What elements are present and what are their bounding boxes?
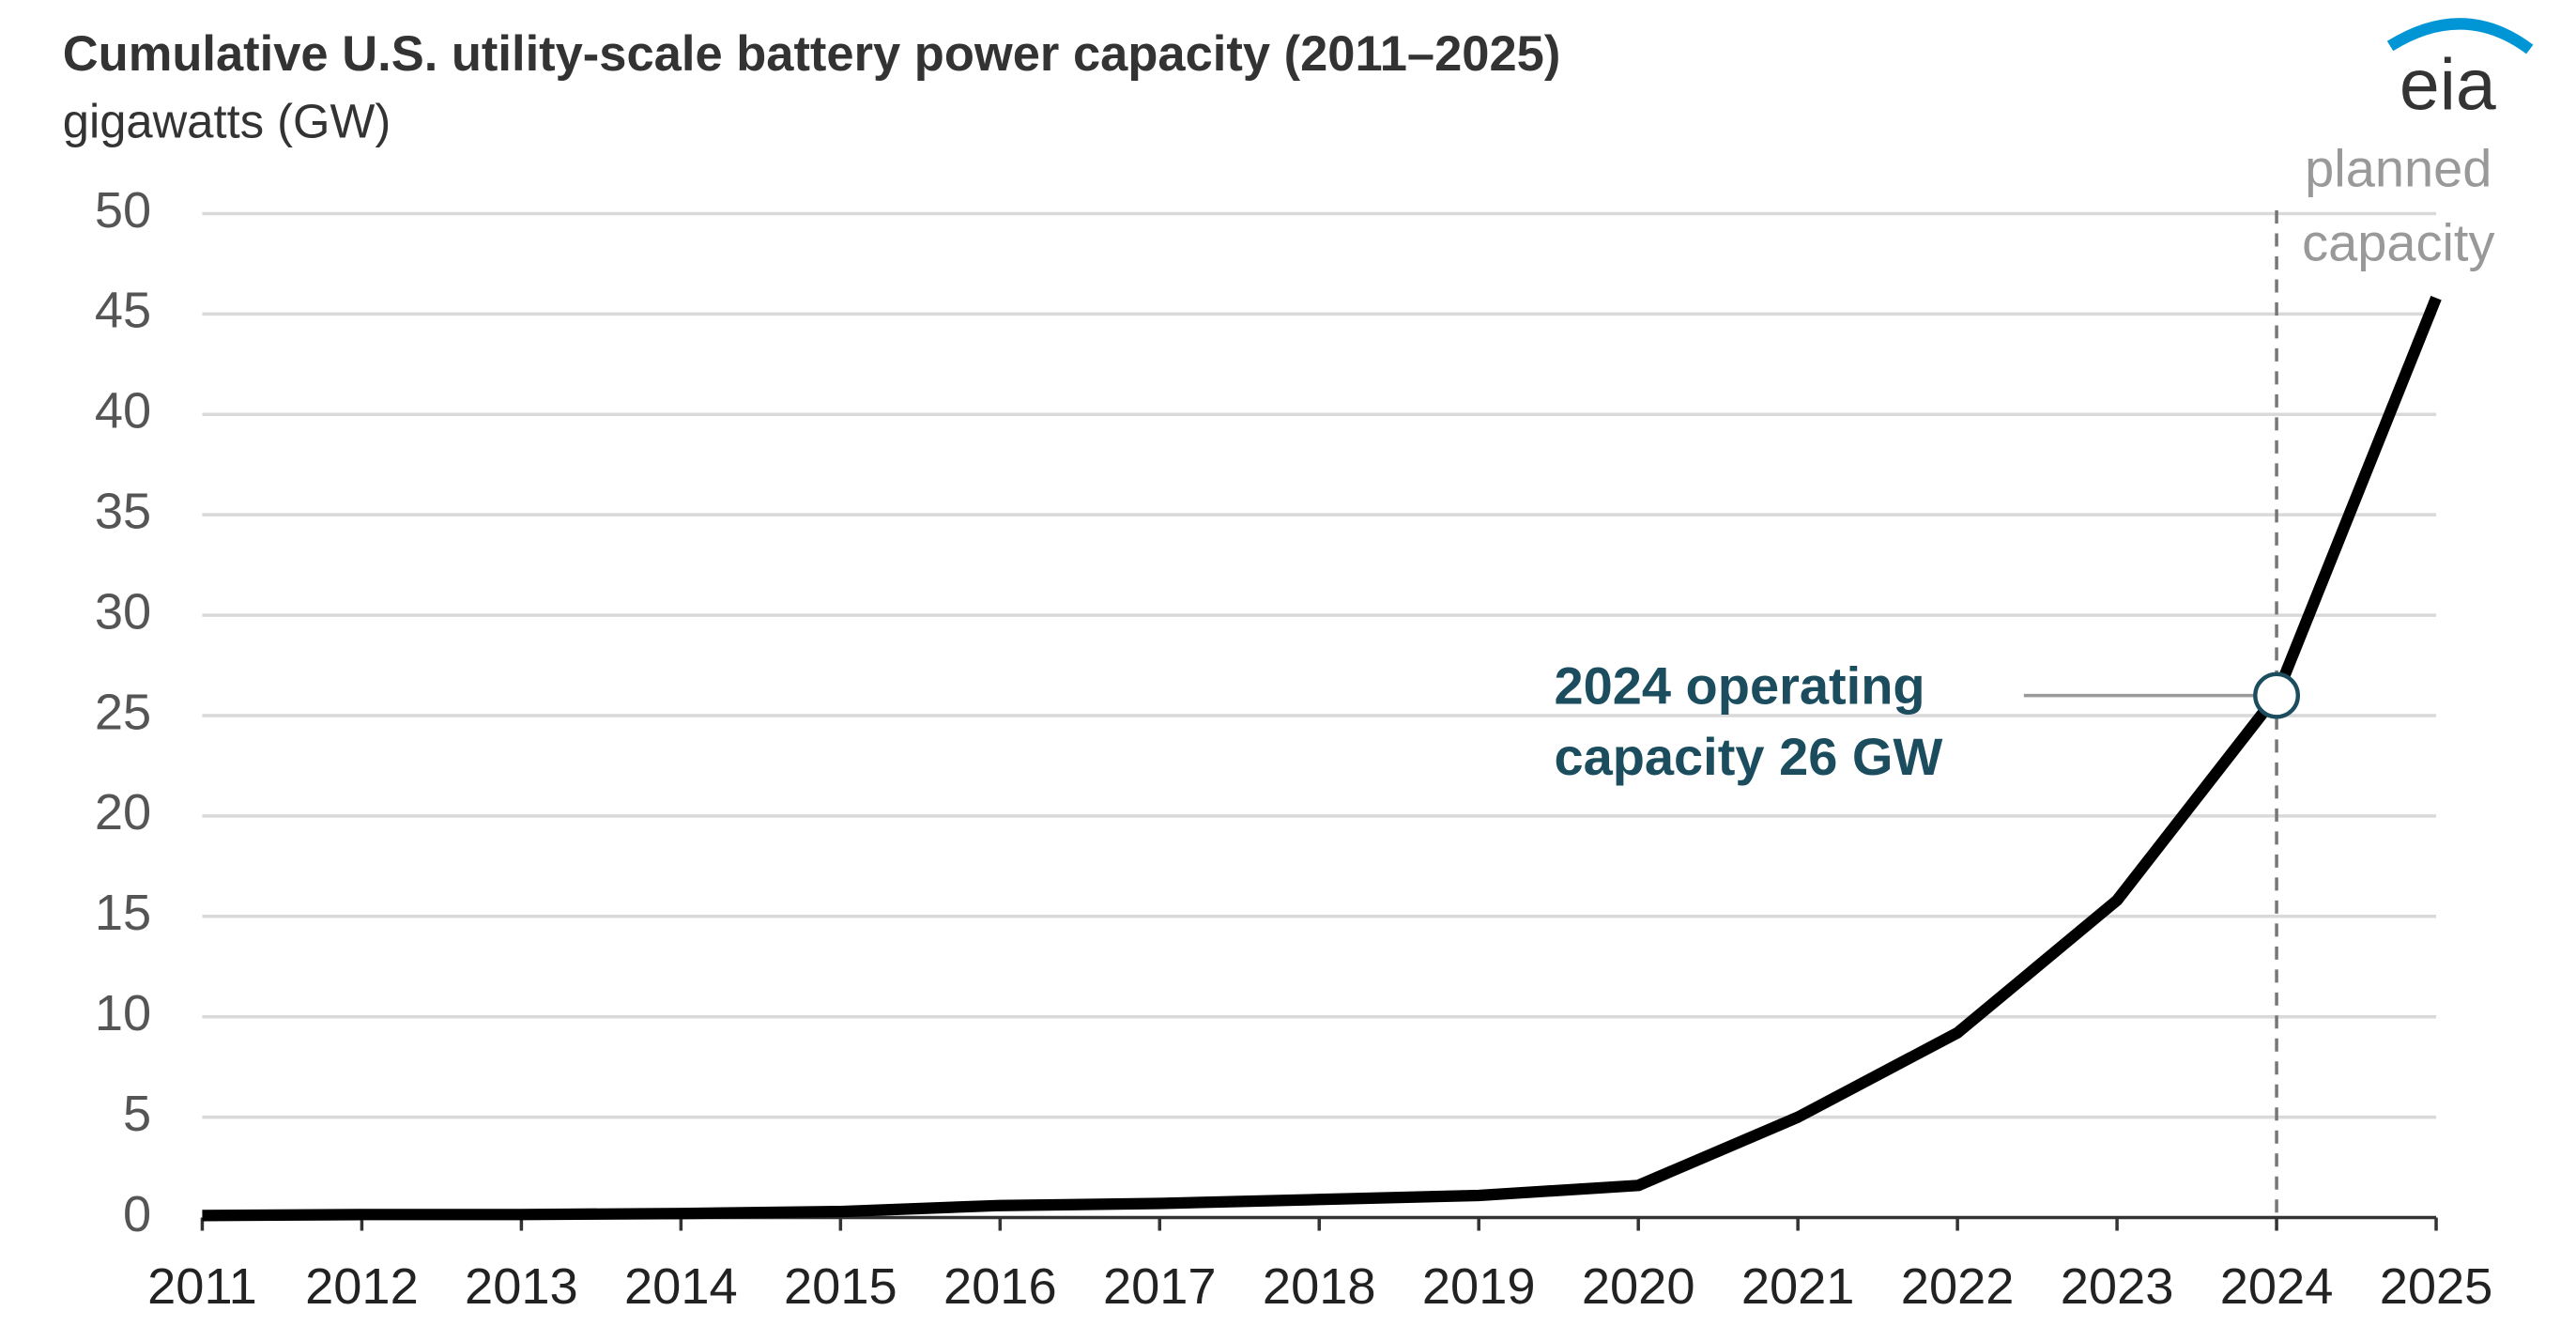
- data-line: [202, 295, 2442, 1222]
- highlight-point: [2253, 671, 2300, 719]
- x-tick-label: 2014: [624, 1258, 738, 1315]
- x-tick-label: 2018: [1263, 1258, 1376, 1315]
- annotation-text: 2024 operating: [1554, 656, 1924, 716]
- y-tick-label: 15: [95, 885, 151, 941]
- x-tick-label: 2025: [2380, 1258, 2493, 1315]
- x-tick-label: 2020: [1582, 1258, 1695, 1315]
- annotation-text: planned: [2305, 139, 2492, 198]
- y-tick-label: 30: [95, 583, 151, 640]
- x-tick-label: 2024: [2220, 1258, 2334, 1315]
- x-tick-label: 2011: [147, 1258, 257, 1315]
- y-tick-label: 25: [95, 684, 151, 740]
- x-tick-label: 2021: [1741, 1258, 1855, 1315]
- logo-swoosh: [2386, 18, 2534, 54]
- annotation-text: capacity: [2302, 212, 2494, 271]
- x-tick-label: 2019: [1422, 1258, 1536, 1315]
- x-tick-label: 2013: [465, 1258, 578, 1315]
- x-tick-label: 2012: [305, 1258, 419, 1315]
- chart-subtitle: gigawatts (GW): [63, 94, 391, 147]
- logo: eia: [2400, 45, 2496, 126]
- x-tick-label: 2022: [1901, 1258, 2015, 1315]
- x-tick-label: 2016: [943, 1258, 1057, 1315]
- y-tick-label: 45: [95, 283, 151, 339]
- annotation-text: capacity 26 GW: [1554, 727, 1942, 786]
- y-tick-label: 35: [95, 484, 151, 540]
- y-tick-label: 10: [95, 985, 151, 1041]
- chart-title: Cumulative U.S. utility-scale battery po…: [63, 26, 1561, 82]
- y-tick-label: 40: [95, 383, 151, 439]
- y-tick-label: 20: [95, 784, 151, 840]
- y-tick-label: 5: [123, 1086, 151, 1142]
- x-tick-label: 2015: [784, 1258, 897, 1315]
- x-tick-label: 2023: [2061, 1258, 2174, 1315]
- x-tick-label: 2017: [1103, 1258, 1217, 1315]
- y-tick-label: 0: [123, 1186, 151, 1242]
- y-tick-label: 50: [95, 182, 151, 239]
